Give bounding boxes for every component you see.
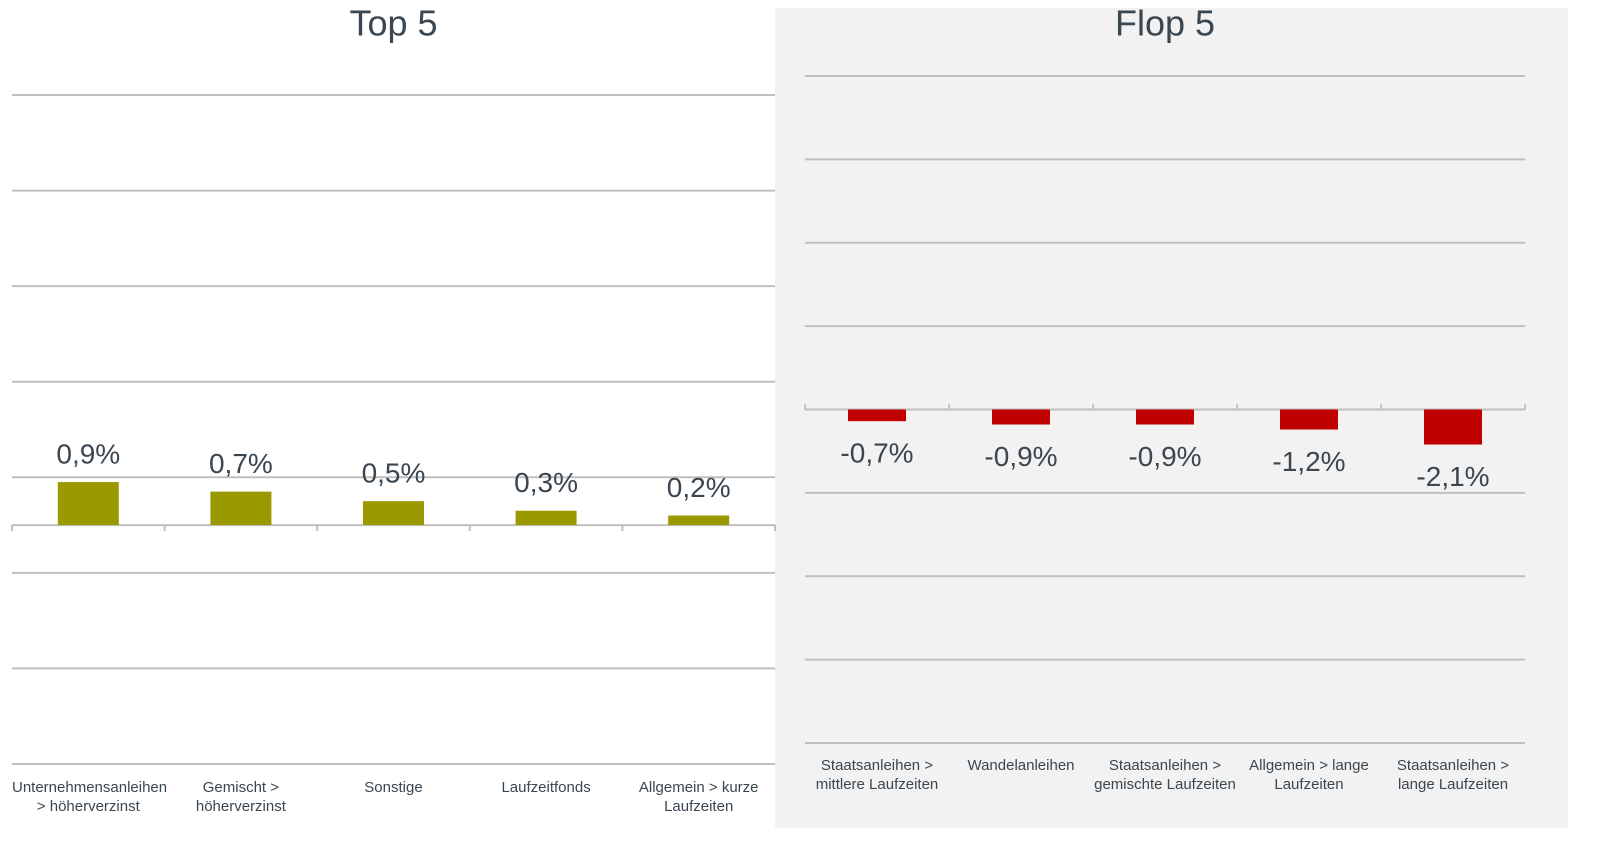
x-tick-label: Unternehmensanleihen > höherverzinst: [12, 779, 168, 815]
x-tick-label: Staatsanleihen > mittlere Laufzeiten: [815, 757, 939, 793]
bar: [1136, 409, 1194, 425]
value-label: -0,9%: [984, 441, 1057, 472]
value-label: 0,3%: [514, 467, 578, 498]
value-label: -0,9%: [1128, 441, 1201, 472]
x-tick-label: Gemischt > höherverzinst: [195, 779, 286, 815]
value-label: -0,7%: [840, 438, 913, 469]
x-tick-label: Allgemein > kurze Laufzeiten: [638, 779, 759, 815]
x-tick-label: Staatsanleihen > gemischte Laufzeiten: [1094, 757, 1236, 793]
bar: [57, 482, 119, 526]
bar: [210, 491, 272, 526]
x-tick-label: Staatsanleihen > lange Laufzeiten: [1396, 757, 1510, 793]
chart-title: Flop 5: [1115, 3, 1215, 44]
bar: [668, 515, 730, 526]
value-label: -1,2%: [1272, 446, 1345, 477]
x-tick-label: Laufzeitfonds: [501, 779, 591, 796]
value-label: 0,9%: [56, 438, 120, 469]
bar: [1280, 409, 1338, 430]
value-label: 0,5%: [362, 458, 426, 489]
bar: [515, 510, 577, 526]
bar: [848, 409, 906, 422]
x-tick-label: Sonstige: [364, 779, 423, 796]
x-tick-label: Allgemein > lange Laufzeiten: [1249, 757, 1369, 793]
bar: [992, 409, 1050, 425]
value-label: 0,7%: [209, 448, 273, 479]
value-label: 0,2%: [667, 472, 731, 503]
bar: [1424, 409, 1482, 445]
x-tick-label: Wandelanleihen: [967, 757, 1075, 774]
bar: [363, 501, 424, 526]
chart-title: Top 5: [349, 3, 437, 44]
value-label: -2,1%: [1416, 461, 1489, 492]
